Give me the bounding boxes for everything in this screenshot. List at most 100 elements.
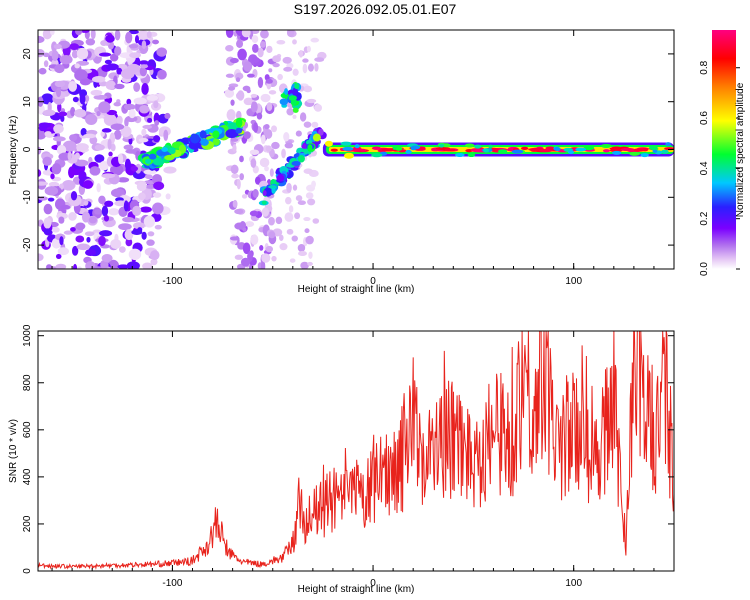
noise-blob bbox=[246, 73, 255, 78]
noise-blob bbox=[259, 244, 264, 251]
noise-blob bbox=[43, 203, 53, 215]
noise-blob bbox=[43, 217, 52, 229]
noise-blob bbox=[260, 30, 269, 39]
noise-blob bbox=[56, 144, 67, 156]
noise-blob bbox=[56, 87, 62, 98]
noise-blob bbox=[224, 88, 235, 98]
noise-blob bbox=[239, 173, 244, 181]
tone-fringe bbox=[600, 143, 612, 148]
noise-blob bbox=[143, 215, 156, 228]
noise-blob bbox=[303, 85, 313, 93]
noise-blob bbox=[96, 183, 101, 193]
chirp-blob bbox=[161, 147, 168, 152]
noise-blob bbox=[38, 253, 44, 262]
noise-blob bbox=[38, 67, 47, 75]
noise-blob bbox=[67, 151, 72, 161]
noise-blob bbox=[249, 149, 260, 155]
bottom-y-axis-label: SNR (10 * v/v) bbox=[8, 419, 19, 483]
noise-blob bbox=[147, 231, 155, 237]
snr-series-line bbox=[38, 331, 674, 570]
noise-blob bbox=[80, 30, 90, 33]
noise-blob bbox=[225, 30, 234, 38]
noise-blob bbox=[253, 122, 259, 133]
chirp-blob bbox=[199, 130, 207, 139]
colorbar-tick-label: 0.4 bbox=[699, 161, 710, 175]
noise-blob bbox=[249, 210, 259, 217]
noise-blob bbox=[152, 192, 162, 198]
noise-blob bbox=[126, 98, 132, 106]
noise-blob bbox=[43, 52, 50, 58]
chirp-blob bbox=[292, 87, 299, 97]
x-tick-label: -100 bbox=[162, 578, 182, 589]
chirp-blob bbox=[297, 155, 305, 163]
tone-fringe bbox=[371, 153, 383, 158]
noise-blob bbox=[228, 86, 236, 91]
tone-fringe bbox=[354, 144, 360, 149]
noise-blob bbox=[99, 52, 112, 57]
tone-onset bbox=[324, 140, 333, 147]
noise-blob bbox=[68, 212, 77, 221]
noise-blob bbox=[55, 263, 67, 269]
noise-blob bbox=[260, 93, 271, 103]
noise-blob bbox=[51, 50, 59, 62]
tone-fringe bbox=[340, 141, 352, 146]
noise-blob bbox=[58, 111, 68, 117]
y-tick-label: -20 bbox=[22, 237, 33, 252]
noise-blob bbox=[271, 141, 280, 150]
tone-fringe bbox=[392, 145, 397, 150]
noise-blob bbox=[286, 30, 295, 37]
noise-blob bbox=[265, 245, 273, 253]
noise-blob bbox=[154, 224, 162, 230]
noise-blob bbox=[128, 44, 139, 49]
noise-blob bbox=[251, 56, 260, 63]
noise-blob bbox=[277, 73, 283, 81]
noise-blob bbox=[299, 112, 307, 122]
noise-blob bbox=[104, 200, 114, 207]
colorbar-tick-label: 0.6 bbox=[699, 111, 710, 125]
noise-blob bbox=[38, 35, 45, 44]
noise-blob bbox=[123, 200, 129, 212]
noise-blob bbox=[250, 234, 259, 245]
noise-blob bbox=[74, 63, 80, 69]
tone-fringe bbox=[488, 144, 493, 149]
noise-blob bbox=[38, 146, 42, 155]
noise-blob bbox=[116, 115, 123, 125]
noise-blob bbox=[58, 216, 65, 224]
tone-fringe bbox=[583, 146, 595, 151]
noise-blob bbox=[100, 130, 105, 137]
noise-blob bbox=[128, 248, 142, 261]
noise-blob bbox=[311, 121, 319, 128]
noise-blob bbox=[52, 136, 66, 142]
noise-blob bbox=[75, 143, 89, 151]
noise-blob bbox=[117, 264, 129, 269]
noise-blob bbox=[234, 208, 244, 215]
tone-fringe bbox=[395, 146, 403, 151]
tone-onset bbox=[343, 152, 354, 159]
noise-blob bbox=[239, 155, 244, 163]
noise-blob bbox=[85, 114, 98, 125]
noise-blob bbox=[118, 153, 124, 165]
tone-fringe bbox=[648, 146, 658, 151]
y-tick-label: 0 bbox=[22, 568, 33, 574]
tone-fringe bbox=[640, 153, 649, 158]
noise-blob bbox=[74, 152, 81, 160]
bottom-y-axis: 0 200 400 600 800 1000 bbox=[22, 324, 674, 574]
noise-blob bbox=[68, 80, 78, 92]
tone-fringe bbox=[405, 149, 412, 154]
chirp-blob bbox=[164, 154, 175, 161]
noise-blob bbox=[71, 50, 79, 59]
noise-blob bbox=[38, 48, 45, 58]
top-x-axis-label: Height of straight line (km) bbox=[298, 284, 415, 295]
noise-blob bbox=[250, 93, 258, 98]
noise-blob bbox=[142, 262, 153, 269]
noise-blob bbox=[80, 128, 87, 137]
noise-blob bbox=[42, 109, 56, 116]
noise-blob bbox=[59, 236, 64, 246]
tone-peak bbox=[520, 146, 529, 150]
noise-blob bbox=[133, 97, 147, 105]
noise-blob bbox=[51, 237, 62, 249]
noise-blob bbox=[94, 209, 102, 215]
noise-blob bbox=[131, 229, 143, 235]
chirp-blob bbox=[291, 161, 301, 166]
